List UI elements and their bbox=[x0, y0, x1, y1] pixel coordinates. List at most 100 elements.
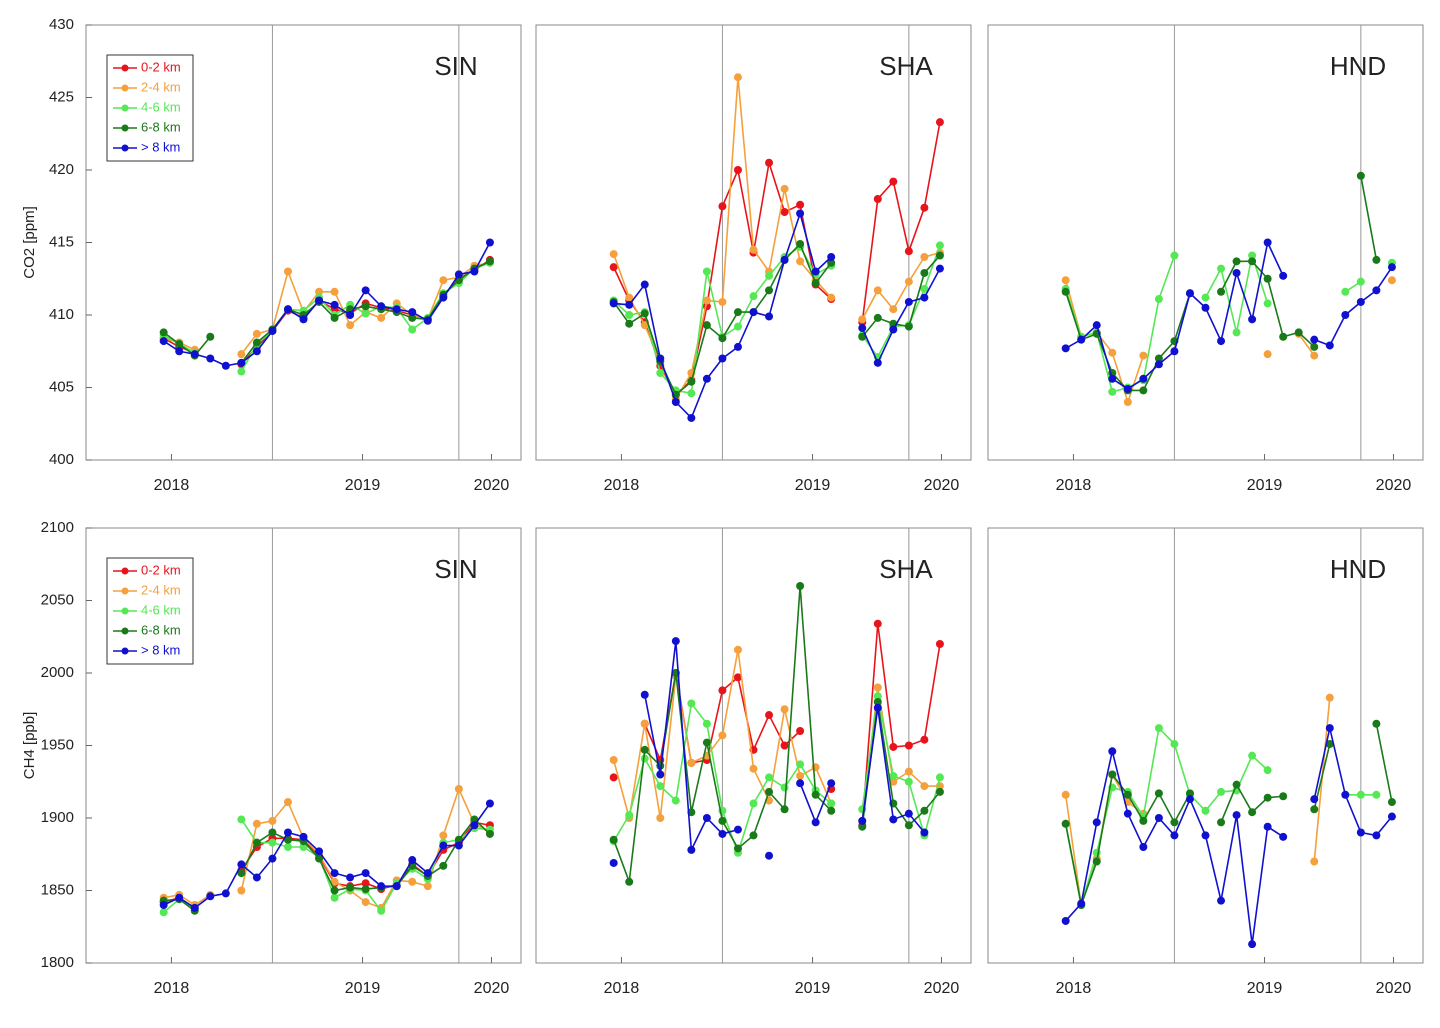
data-point bbox=[439, 293, 448, 302]
legend-label: 2-4 km bbox=[141, 79, 181, 94]
data-point bbox=[780, 184, 789, 193]
data-point bbox=[796, 779, 805, 788]
data-point bbox=[1217, 337, 1226, 346]
data-point bbox=[811, 279, 820, 288]
panel: 1800 1850 1900 1950 2000 2050 2100 2018 2019 2020… bbox=[21, 519, 522, 997]
data-point bbox=[1232, 811, 1241, 820]
data-point bbox=[765, 773, 774, 782]
data-point bbox=[733, 673, 742, 682]
data-point bbox=[268, 816, 277, 825]
data-point bbox=[1263, 350, 1272, 359]
x-tick-label: 2018 bbox=[1056, 477, 1092, 494]
legend-label: 4-6 km bbox=[141, 99, 181, 114]
data-point bbox=[1310, 795, 1319, 804]
data-point bbox=[873, 698, 882, 706]
data-point bbox=[221, 361, 230, 370]
data-point bbox=[1123, 398, 1132, 406]
legend-marker bbox=[121, 104, 129, 112]
data-point bbox=[920, 806, 929, 815]
data-point bbox=[377, 313, 386, 322]
data-point bbox=[1248, 251, 1257, 260]
data-point bbox=[1154, 295, 1163, 304]
data-point bbox=[346, 321, 355, 330]
data-point bbox=[1201, 293, 1210, 302]
data-point bbox=[935, 251, 944, 260]
data-point bbox=[1294, 328, 1303, 337]
data-point bbox=[702, 814, 711, 822]
data-point bbox=[687, 699, 696, 708]
data-point bbox=[609, 756, 618, 764]
data-point bbox=[1170, 831, 1179, 840]
data-point bbox=[1154, 789, 1163, 798]
series-line bbox=[612, 122, 941, 397]
data-point bbox=[1248, 751, 1257, 760]
data-point bbox=[1372, 790, 1381, 799]
legend-label: 2-4 km bbox=[141, 582, 181, 597]
data-point bbox=[1248, 257, 1257, 266]
data-point bbox=[454, 270, 463, 279]
data-point bbox=[935, 241, 944, 250]
data-point bbox=[889, 177, 898, 186]
data-point bbox=[1356, 277, 1365, 286]
data-point bbox=[873, 683, 882, 692]
legend-label: 6-8 km bbox=[141, 119, 181, 134]
data-point bbox=[1387, 276, 1396, 285]
data-point bbox=[1217, 818, 1226, 827]
data-point bbox=[656, 782, 665, 791]
data-point bbox=[454, 785, 463, 793]
data-point bbox=[1092, 321, 1101, 330]
data-point bbox=[408, 856, 417, 865]
x-tick-label: 2019 bbox=[345, 477, 381, 494]
data-point bbox=[1263, 793, 1272, 802]
data-point bbox=[315, 854, 324, 863]
data-point bbox=[1185, 795, 1194, 804]
data-point bbox=[361, 869, 370, 878]
data-point bbox=[765, 158, 774, 167]
data-point bbox=[1092, 818, 1101, 827]
x-tick-label: 2020 bbox=[1376, 477, 1412, 494]
legend-marker bbox=[121, 607, 129, 615]
data-point bbox=[718, 829, 727, 838]
data-point bbox=[873, 619, 882, 628]
data-point bbox=[1217, 264, 1226, 273]
series-line bbox=[1065, 727, 1393, 945]
data-point bbox=[361, 286, 370, 295]
data-point bbox=[1201, 831, 1210, 840]
data-point bbox=[1263, 274, 1272, 283]
data-point bbox=[827, 799, 836, 808]
data-point bbox=[1061, 819, 1070, 828]
data-point bbox=[361, 309, 370, 318]
data-point bbox=[1387, 798, 1396, 807]
data-point bbox=[873, 313, 882, 322]
data-point bbox=[1341, 311, 1350, 319]
data-point bbox=[1279, 332, 1288, 341]
data-point bbox=[392, 882, 401, 891]
legend-marker bbox=[121, 567, 129, 575]
data-point bbox=[1279, 832, 1288, 841]
data-point bbox=[625, 300, 634, 309]
data-point bbox=[1170, 251, 1179, 260]
y-tick-label: 410 bbox=[49, 306, 74, 323]
data-point bbox=[439, 831, 448, 840]
y-tick-label: 2100 bbox=[41, 519, 74, 536]
data-point bbox=[330, 313, 339, 322]
data-point bbox=[1139, 816, 1148, 825]
y-tick-label: 405 bbox=[49, 378, 74, 395]
data-point bbox=[733, 73, 742, 82]
data-point bbox=[206, 892, 215, 901]
panel: 400 405 410 415 420 425 430 2018 2019 2020 CO2 [pp… bbox=[21, 16, 522, 494]
data-point bbox=[1310, 857, 1319, 866]
data-point bbox=[1139, 351, 1148, 360]
data-point bbox=[687, 377, 696, 386]
data-point bbox=[858, 324, 867, 333]
data-point bbox=[237, 869, 246, 878]
data-point bbox=[1217, 896, 1226, 905]
data-point bbox=[718, 334, 727, 343]
data-point bbox=[702, 738, 711, 747]
data-point bbox=[920, 782, 929, 791]
legend-marker bbox=[121, 144, 129, 152]
data-point bbox=[470, 267, 479, 276]
data-point bbox=[252, 838, 261, 847]
y-tick-label: 1800 bbox=[41, 954, 74, 971]
data-point bbox=[780, 783, 789, 792]
